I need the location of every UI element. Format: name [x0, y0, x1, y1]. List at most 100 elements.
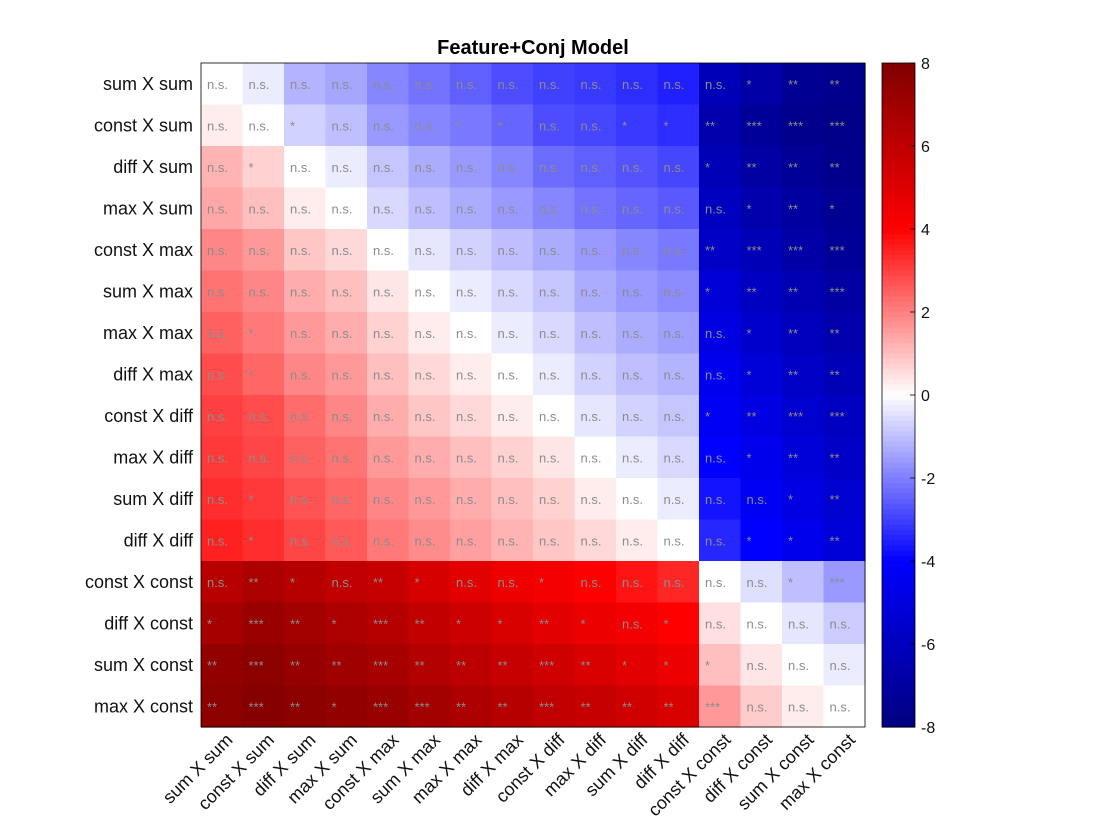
colorbar-segment	[882, 690, 915, 697]
heatmap-cell	[657, 561, 700, 604]
colorbar-segment	[882, 566, 915, 572]
colorbar-segment	[882, 545, 915, 552]
colorbar-segment	[882, 146, 915, 152]
heatmap-cell	[491, 353, 534, 396]
colorbar-segment	[882, 83, 915, 90]
colorbar-tick-label: 6	[921, 139, 930, 156]
cell-annotation: **	[373, 575, 383, 590]
cell-annotation: **	[747, 284, 757, 299]
cell-annotation: n.s.	[664, 492, 685, 507]
cell-annotation: n.s.	[539, 367, 560, 382]
heatmap-cell	[533, 478, 576, 521]
cell-annotation: n.s.	[332, 118, 353, 133]
cell-annotation: n.s.	[290, 367, 311, 382]
colorbar-segment	[882, 218, 915, 225]
heatmap-cell	[740, 519, 783, 562]
row-label: const X max	[94, 240, 193, 260]
heatmap-cell	[450, 187, 493, 230]
heatmap-cell	[782, 187, 825, 230]
cell-annotation: **	[788, 450, 798, 465]
cell-annotation: n.s.	[498, 77, 519, 92]
colorbar-segment	[882, 597, 915, 604]
cell-annotation: *	[622, 118, 627, 133]
cell-annotation: n.s.	[290, 326, 311, 341]
heatmap-cell	[284, 312, 327, 355]
colorbar-segment	[882, 503, 915, 510]
heatmap-cell	[823, 312, 866, 355]
heatmap-cell	[699, 270, 742, 313]
heatmap-cell	[325, 395, 368, 438]
cell-annotation: n.s.	[415, 367, 436, 382]
heatmap-cell	[657, 602, 700, 645]
cell-annotation: n.s.	[498, 450, 519, 465]
colorbar-segment	[882, 581, 915, 588]
colorbar-segment	[882, 94, 915, 100]
cell-annotation: n.s.	[249, 243, 270, 258]
colorbar-segment	[882, 68, 915, 74]
heatmap-cell	[325, 478, 368, 521]
colorbar-segment	[882, 114, 915, 121]
heatmap-cell	[325, 685, 368, 728]
cell-annotation: n.s.	[415, 118, 436, 133]
cell-annotation: n.s.	[415, 201, 436, 216]
heatmap-cell	[325, 270, 368, 313]
heatmap-cell	[284, 395, 327, 438]
heatmap-cell	[616, 436, 659, 479]
cell-annotation: n.s.	[207, 284, 228, 299]
heatmap-cell	[699, 561, 742, 604]
cell-annotation: n.s.	[415, 284, 436, 299]
colorbar-segment	[882, 343, 915, 349]
heatmap-cell	[367, 229, 410, 272]
colorbar-segment	[882, 618, 915, 624]
cell-annotation: n.s.	[207, 326, 228, 341]
cell-annotation: ***	[249, 658, 264, 673]
heatmap-cell	[325, 312, 368, 355]
colorbar-segment	[882, 592, 915, 598]
heatmap-cell	[740, 395, 783, 438]
cell-annotation: *	[456, 118, 461, 133]
colorbar-segment	[882, 239, 915, 246]
colorbar-segment	[882, 156, 915, 163]
heatmap-cell	[450, 229, 493, 272]
cell-annotation: n.s.	[539, 201, 560, 216]
heatmap-cell	[201, 104, 244, 147]
heatmap-cell	[242, 519, 285, 562]
heatmap-cell	[699, 395, 742, 438]
heatmap-cell	[533, 270, 576, 313]
heatmap-cell	[657, 270, 700, 313]
heatmap-cell	[574, 104, 617, 147]
cell-annotation: n.s.	[705, 201, 726, 216]
cell-annotation: *	[747, 77, 752, 92]
cell-annotation: n.s.	[498, 160, 519, 175]
cell-annotation: n.s.	[207, 575, 228, 590]
heatmap-cell	[367, 312, 410, 355]
heatmap-cell	[491, 270, 534, 313]
heatmap-cell	[367, 63, 410, 106]
cell-annotation: n.s.	[581, 367, 602, 382]
colorbar-segment	[882, 291, 915, 298]
cell-annotation: n.s.	[747, 658, 768, 673]
cell-annotation: n.s.	[456, 160, 477, 175]
cell-annotation: **	[788, 367, 798, 382]
cell-annotation: n.s.	[415, 77, 436, 92]
cell-annotation: n.s.	[622, 409, 643, 424]
colorbar-segment	[882, 348, 915, 355]
heatmap-cell	[408, 312, 451, 355]
cell-annotation: n.s.	[830, 699, 851, 714]
colorbar-segment	[882, 623, 915, 630]
heatmap-cell	[782, 270, 825, 313]
heatmap-cell	[325, 63, 368, 106]
cell-annotation: *	[249, 533, 254, 548]
heatmap-cell	[242, 436, 285, 479]
heatmap-cell	[823, 353, 866, 396]
colorbar-segment	[882, 161, 915, 168]
cell-annotation: **	[332, 658, 342, 673]
colorbar-segment	[882, 223, 915, 230]
cell-annotation: n.s.	[705, 533, 726, 548]
heatmap-cell	[699, 146, 742, 189]
colorbar-segment	[882, 561, 915, 567]
colorbar-segment	[882, 550, 915, 557]
heatmap-cell	[408, 104, 451, 147]
cell-annotation: n.s.	[581, 284, 602, 299]
